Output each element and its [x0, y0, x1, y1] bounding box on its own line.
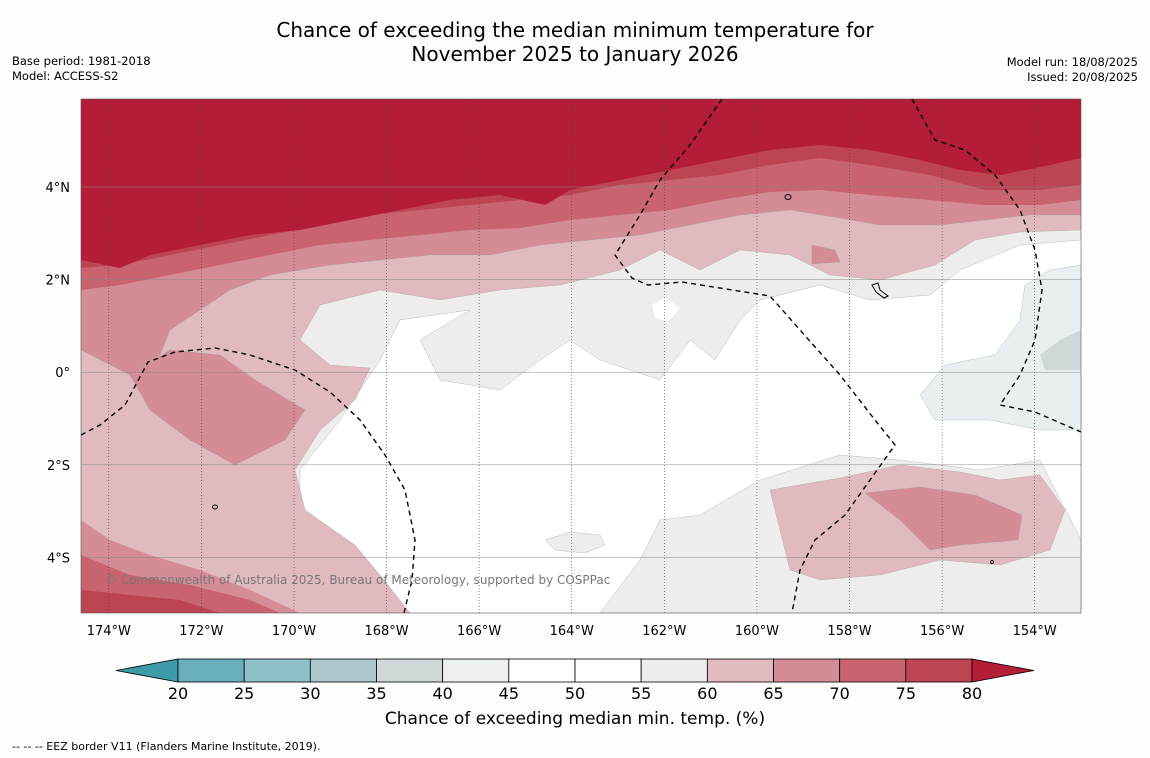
lat-tick-label: 0°: [55, 366, 70, 381]
islands: [212, 194, 994, 564]
colorbar-tick-label: 40: [432, 684, 453, 703]
lon-tick-label: 162°W: [642, 624, 686, 639]
meta-left: Base period: 1981-2018 Model: ACCESS-S2: [12, 54, 151, 84]
probability-map: 174°W 172°W 170°W 168°W 166°W 164°W 162°W 160°W…: [46, 98, 1082, 639]
issued-date: Issued: 20/08/2025: [1027, 70, 1138, 84]
eez-footnote: -- -- -- EEZ border V11 (Flanders Marine…: [12, 740, 321, 753]
colorbar-tick-label: 55: [630, 684, 652, 703]
base-period: Base period: 1981-2018: [12, 54, 151, 68]
eez-borders: [81, 99, 1081, 613]
lon-tick-labels: 174°W 172°W 170°W 168°W 166°W 164°W 162°W 160°W…: [87, 624, 1057, 639]
lat-tick-label: 4°N: [46, 181, 71, 196]
colorbar-tick-label: 45: [498, 684, 520, 703]
lat-tick-label: 2°N: [46, 274, 71, 289]
lon-tick-label: 174°W: [87, 624, 131, 639]
band-35-40: [1040, 330, 1081, 370]
colorbar-tick-label: 20: [167, 684, 189, 703]
lon-tick-label: 156°W: [920, 624, 964, 639]
gridlines: [81, 99, 1081, 613]
colorbar-label: Chance of exceeding median min. temp. (%…: [384, 709, 766, 729]
lon-tick-label: 166°W: [457, 624, 501, 639]
title-line-2: November 2025 to January 2026: [411, 42, 739, 66]
band-65-70-west: [129, 349, 306, 466]
band-65-70-blob: [811, 244, 841, 265]
lat-tick-labels: 4°N 2°N 0° 2°S 4°S: [46, 181, 71, 566]
band-65-70-se: [864, 486, 1023, 551]
colorbar-tick-label: 50: [564, 684, 586, 703]
band-above-80: [81, 99, 1081, 268]
model-name: Model: ACCESS-S2: [12, 69, 119, 83]
colorbar-tick-label: 35: [366, 684, 387, 703]
colorbar-tick-label: 70: [829, 684, 850, 703]
title-line-1: Chance of exceeding the median minimum t…: [276, 18, 874, 42]
colorbar-tick-label: 80: [961, 684, 983, 703]
band-40-45: [919, 264, 1081, 431]
lon-tick-label: 170°W: [272, 624, 316, 639]
lat-tick-label: 4°S: [47, 551, 70, 566]
lon-tick-label: 172°W: [179, 624, 223, 639]
band-75-80-sw: [81, 590, 220, 613]
lon-tick-label: 158°W: [827, 624, 871, 639]
colorbar-tick-label: 75: [895, 684, 917, 703]
lon-tick-label: 164°W: [550, 624, 594, 639]
lat-tick-label: 2°S: [47, 459, 70, 474]
lon-tick-label: 168°W: [364, 624, 408, 639]
colorbar-tick-label: 60: [697, 684, 718, 703]
meta-right: Model run: 18/08/2025 Issued: 20/08/2025: [1007, 55, 1138, 85]
model-run: Model run: 18/08/2025: [1006, 55, 1138, 69]
white-hole: [652, 298, 680, 322]
colorbar-tick-label: 25: [233, 684, 255, 703]
map-frame: [80, 98, 1082, 614]
band-55-60-blob: [544, 531, 606, 554]
colorbar-tick-label: 30: [300, 684, 321, 703]
copyright-notice: © Commonwealth of Australia 2025, Bureau…: [105, 573, 610, 587]
lon-tick-label: 154°W: [1013, 624, 1057, 639]
colorbar-tick-label: 65: [763, 684, 784, 703]
lon-tick-label: 160°W: [735, 624, 779, 639]
map-field: [81, 99, 1081, 613]
